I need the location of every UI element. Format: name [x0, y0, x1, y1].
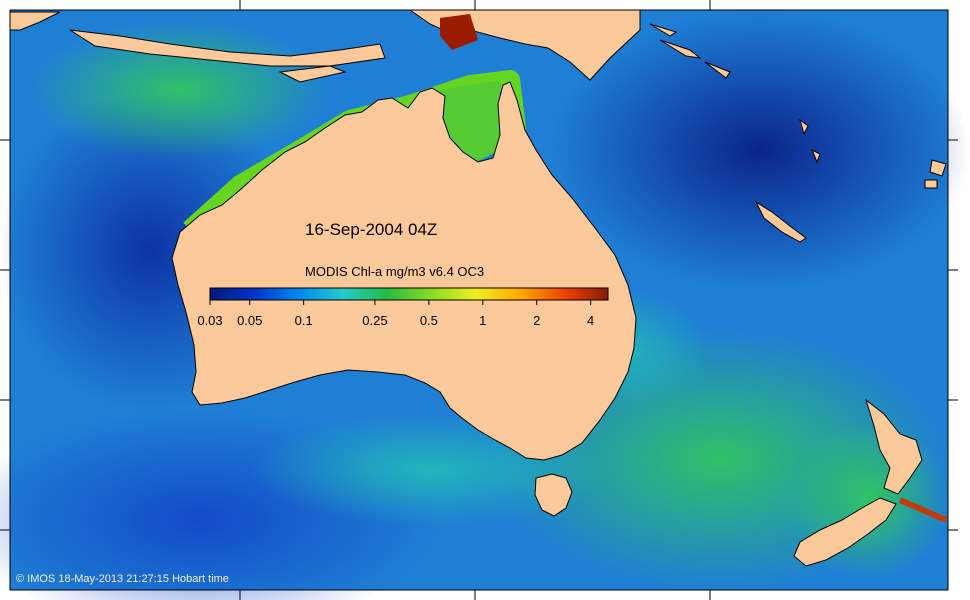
colorbar-tick-label: 0.1	[294, 313, 313, 328]
pacific-islands	[799, 118, 947, 189]
map-frame	[9, 9, 949, 591]
ocean-coral-sea-low	[550, 10, 970, 290]
colorbar-tick-label: 0.03	[197, 313, 223, 328]
indonesia-islands	[69, 29, 386, 67]
new-zealand-south	[793, 497, 897, 567]
colorbar-tick-label: 0.5	[419, 313, 438, 328]
colorbar-scale	[209, 287, 609, 301]
new-zealand-red-coast	[898, 497, 948, 523]
colorbar-tick-label: 1	[479, 313, 487, 328]
colorbar-tick-label: 2	[533, 313, 541, 328]
ocean-timor-green	[30, 20, 330, 160]
colorbar-ticks	[209, 300, 592, 305]
colorbar-tick-label: 0.05	[237, 313, 263, 328]
tasmania	[534, 473, 573, 517]
new-guinea-red-coast	[440, 14, 478, 50]
solomon-islands	[649, 23, 731, 79]
colorbar-tick-label: 4	[587, 313, 595, 328]
map-timestamp: 16-Sep-2004 04Z	[305, 220, 438, 239]
colorbar-tick-label: 0.25	[362, 313, 388, 328]
new-caledonia	[754, 200, 807, 243]
timor	[278, 65, 347, 83]
australia-landmass	[171, 81, 637, 461]
colorbar-title: MODIS Chl-a mg/m3 v6.4 OC3	[305, 264, 485, 279]
copyright-footer: © IMOS 18-May-2013 21:27:15 Hobart time	[16, 573, 229, 585]
new-zealand-north	[865, 398, 923, 495]
